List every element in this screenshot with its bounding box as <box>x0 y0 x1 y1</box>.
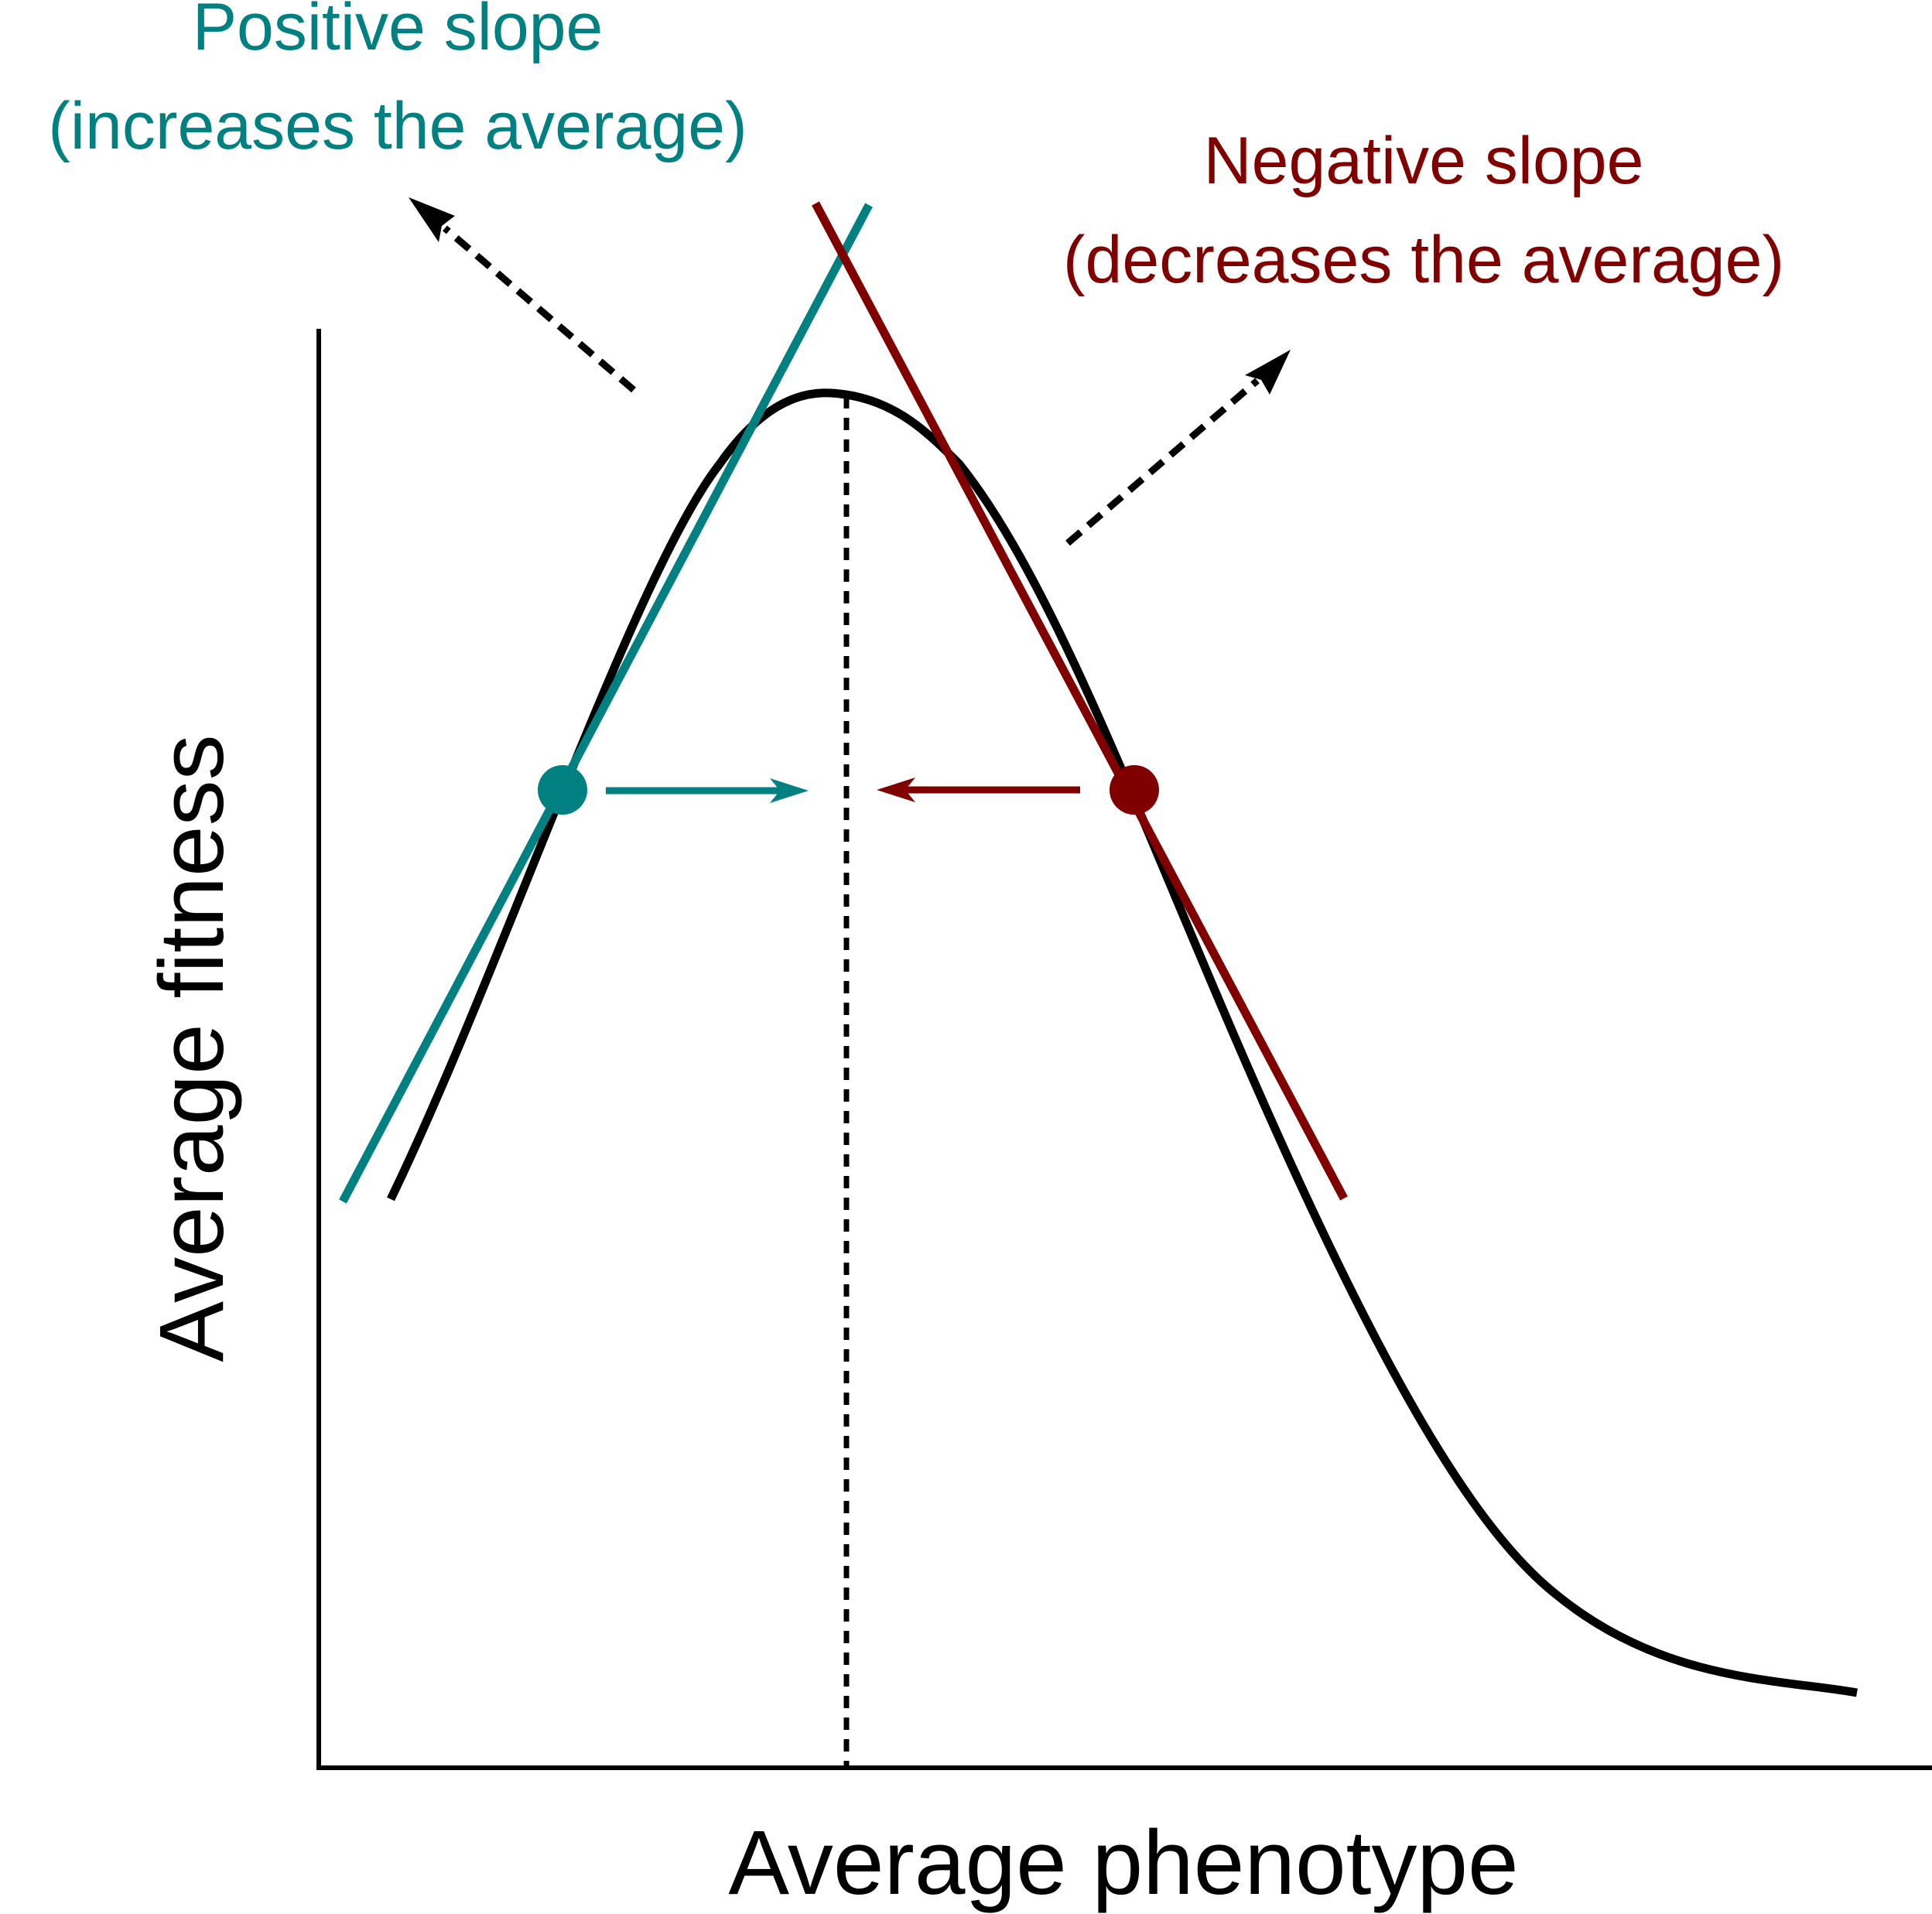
x-axis-label: Average phenotype <box>728 1812 1518 1914</box>
positive-shift-arrow <box>606 778 809 803</box>
upward-left-dashed-arrow <box>409 197 636 393</box>
positive-slope-title: Positive slope <box>193 0 604 64</box>
positive-slope-tangent <box>339 203 873 1204</box>
positive-point <box>538 765 587 815</box>
negative-slope-subtitle: (decreases the average) <box>1063 223 1784 297</box>
negative-slope-tangent <box>812 201 1348 1201</box>
upward-right-dashed-arrow <box>1065 350 1291 546</box>
negative-slope-title: Negative slope <box>1204 124 1644 198</box>
y-axis-label: Average fitness <box>141 734 243 1362</box>
negative-shift-arrow <box>877 778 1080 802</box>
positive-slope-subtitle: (increases the average) <box>48 89 747 163</box>
negative-point <box>1110 765 1159 815</box>
fitness-curve <box>387 388 1858 1697</box>
